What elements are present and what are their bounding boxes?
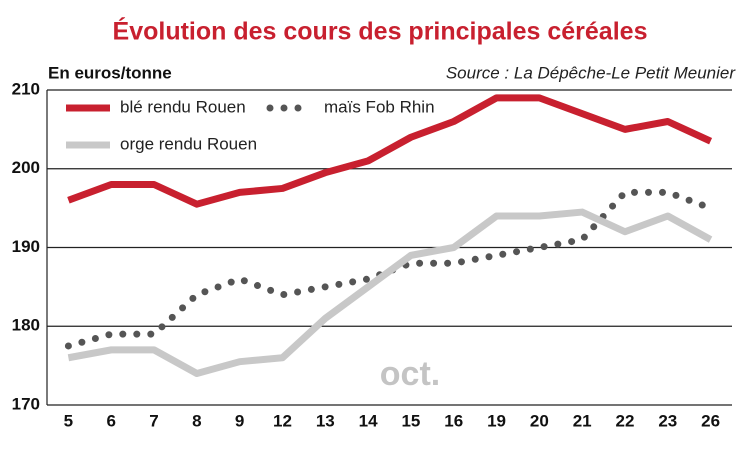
x-tick-label: 19 — [487, 411, 506, 430]
x-tick-label: 23 — [658, 411, 677, 430]
x-tick-label: 8 — [192, 411, 201, 430]
y-tick-label: 170 — [12, 394, 40, 413]
x-tick-label: 12 — [273, 411, 292, 430]
series-line — [64, 188, 715, 350]
x-tick-label: 20 — [530, 411, 549, 430]
x-tick-label: 9 — [235, 411, 244, 430]
x-tick-label: 26 — [701, 411, 720, 430]
x-tick-label: 13 — [316, 411, 335, 430]
y-tick-label: 200 — [12, 158, 40, 177]
source: Source : La Dépêche-Le Petit Meunier — [446, 63, 737, 82]
x-tick-label: 14 — [359, 411, 378, 430]
legend-label: blé rendu Rouen — [120, 97, 246, 116]
x-tick-label: 16 — [444, 411, 463, 430]
annotation: oct. — [380, 355, 440, 393]
series-line — [67, 208, 713, 377]
y-tick-label: 190 — [12, 237, 40, 256]
y-tick-label: 210 — [12, 79, 40, 98]
legend-label: maïs Fob Rhin — [324, 97, 435, 116]
series-line — [67, 94, 713, 208]
x-tick-label: 15 — [401, 411, 420, 430]
legend-label: orge rendu Rouen — [120, 134, 257, 153]
x-tick-label: 5 — [64, 411, 73, 430]
y-axis-label: En euros/tonne — [48, 63, 172, 82]
x-tick-label: 6 — [106, 411, 115, 430]
y-tick-label: 180 — [12, 316, 40, 335]
x-tick-label: 7 — [149, 411, 158, 430]
x-tick-label: 21 — [573, 411, 592, 430]
chart-title: Évolution des cours des principales céré… — [113, 17, 648, 46]
x-tick-label: 22 — [616, 411, 635, 430]
